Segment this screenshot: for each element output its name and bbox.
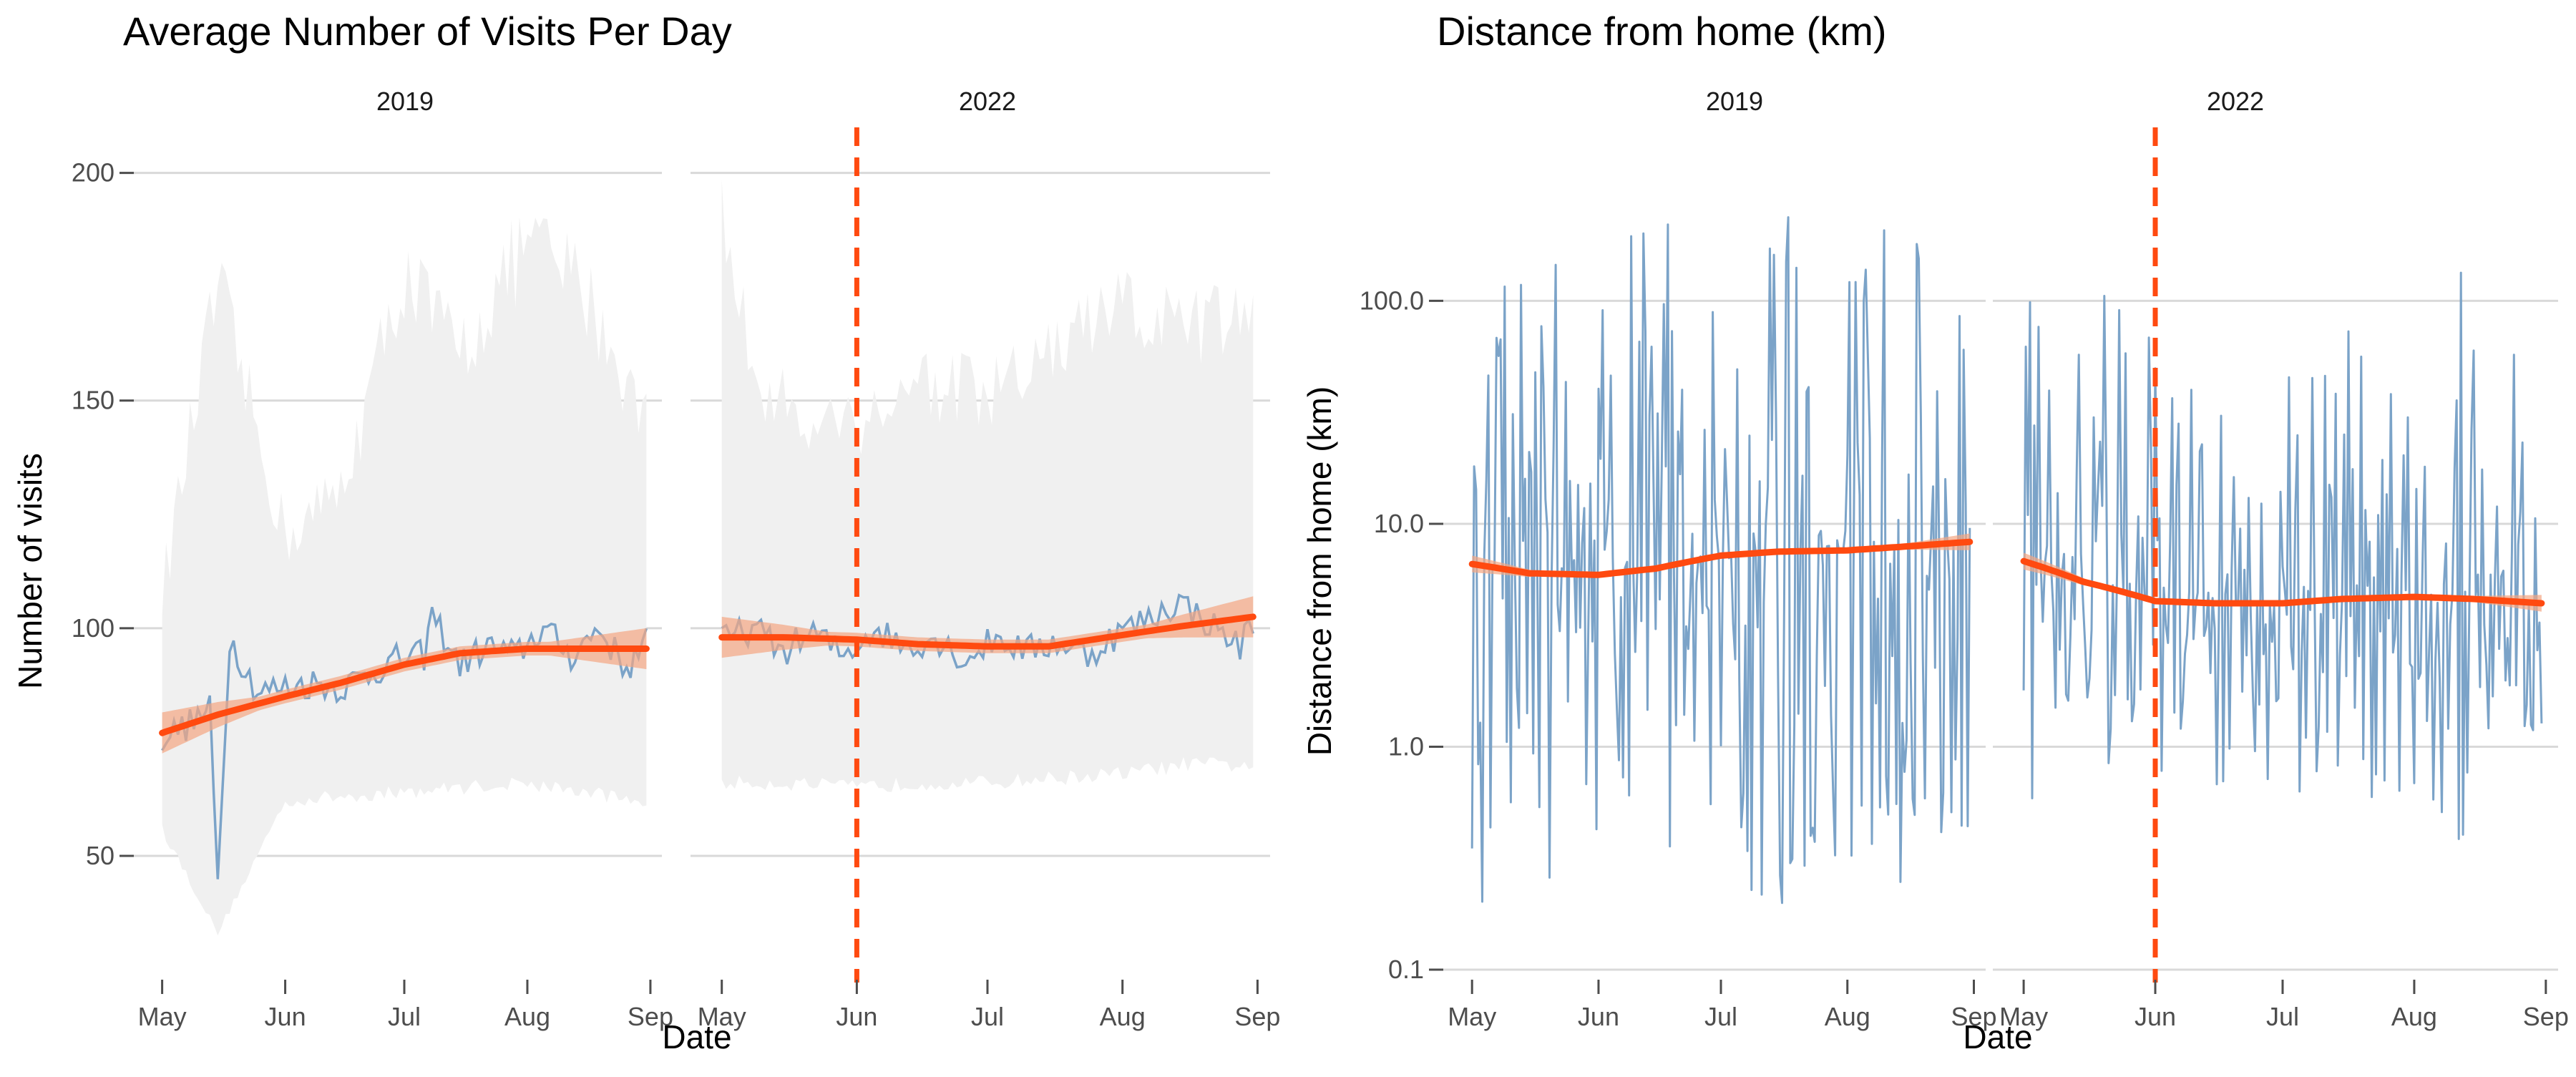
- x-tick-label: Aug: [2391, 1002, 2437, 1031]
- x-axis-title: Date: [662, 1018, 731, 1056]
- x-tick-label: Sep: [1234, 1002, 1280, 1031]
- distance-chart: Distance from home (km) 2019 2022 May Jun…: [1301, 9, 2569, 1056]
- y-axis: 0.1 1.0 10.0 100.0: [1360, 286, 1443, 984]
- x-tick-label: Jun: [265, 1002, 306, 1031]
- chart-title: Distance from home (km): [1437, 9, 1887, 54]
- y-tick-label: 10.0: [1374, 509, 1424, 538]
- y-tick-label: 50: [86, 841, 114, 870]
- y-axis-title: Distance from home (km): [1301, 386, 1338, 756]
- x-tick-label: Jun: [836, 1002, 877, 1031]
- x-tick-label: Sep: [628, 1002, 673, 1031]
- x-tick-label: Aug: [1825, 1002, 1870, 1031]
- facet-panel: May Jun Jul Aug Sep: [1448, 216, 1997, 1031]
- daily-line: [1470, 216, 1971, 905]
- y-tick-label: 0.1: [1388, 955, 1424, 984]
- range-band: [721, 179, 1254, 792]
- trend-line: [718, 613, 1257, 650]
- x-axis-title: Date: [1963, 1018, 2032, 1056]
- x-tick-label: Jul: [388, 1002, 421, 1031]
- y-tick-label: 100.0: [1360, 286, 1424, 315]
- x-tick-label: May: [1448, 1002, 1496, 1031]
- facet-panel: May Jun Jul Aug Sep: [1999, 127, 2569, 1031]
- facet-panel: May Jun Jul Aug Sep: [698, 127, 1280, 1031]
- visits-chart: Average Number of Visits Per Day 2019 20…: [11, 9, 1280, 1056]
- x-tick-label: Sep: [1951, 1002, 1996, 1031]
- daily-line: [2022, 271, 2543, 840]
- y-axis-title: Number of visits: [11, 453, 49, 689]
- trend-line: [1468, 538, 1974, 578]
- facet-label: 2019: [376, 87, 434, 116]
- x-tick-label: Aug: [1100, 1002, 1146, 1031]
- y-tick-label: 200: [72, 158, 114, 187]
- chart-title: Average Number of Visits Per Day: [123, 9, 732, 54]
- trend-line: [2020, 557, 2545, 607]
- y-tick-label: 1.0: [1388, 731, 1424, 761]
- x-tick-label: May: [1999, 1002, 2048, 1031]
- x-tick-label: Jun: [1578, 1002, 1619, 1031]
- y-tick-label: 150: [72, 386, 114, 415]
- x-tick-label: Jul: [2266, 1002, 2299, 1031]
- x-tick-label: Jun: [2135, 1002, 2176, 1031]
- y-axis: 50 100 150 200: [72, 158, 134, 870]
- y-tick-label: 100: [72, 613, 114, 643]
- x-tick-label: Jul: [1704, 1002, 1737, 1031]
- x-tick-label: May: [698, 1002, 746, 1031]
- facet-label: 2019: [1706, 87, 1763, 116]
- confidence-ribbon: [162, 628, 647, 754]
- facet-panel: May Jun Jul Aug Sep: [138, 217, 673, 1031]
- x-tick-label: Jul: [971, 1002, 1004, 1031]
- facet-label: 2022: [959, 87, 1016, 116]
- range-band: [162, 217, 647, 936]
- x-tick-label: May: [138, 1002, 187, 1031]
- facet-label: 2022: [2207, 87, 2264, 116]
- x-tick-label: Sep: [2523, 1002, 2569, 1031]
- x-tick-label: Aug: [504, 1002, 550, 1031]
- trend-line: [159, 645, 650, 736]
